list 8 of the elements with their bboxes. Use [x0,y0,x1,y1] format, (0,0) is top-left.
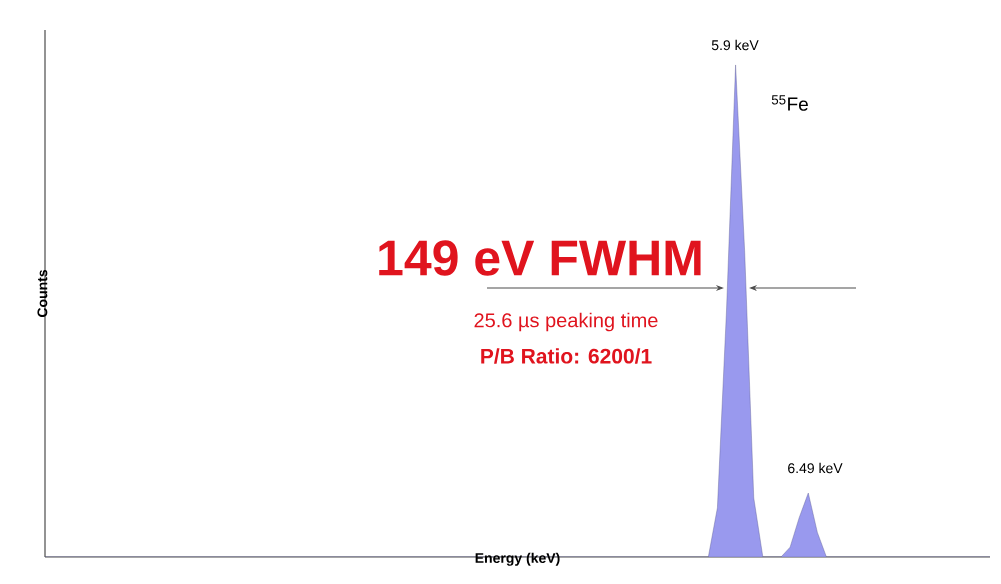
annotation: 6.49 keV [788,462,843,474]
x-axis-title: Energy (keV) [475,552,560,566]
annotation: 149 eV FWHM [379,240,701,276]
text: 5.9 keV [711,39,759,51]
annotation: $^{55}$Fe [771,95,808,111]
annotation: 25.6 µs peaking time [474,312,658,332]
annotation: P/B Ratio: 6200/1 [481,348,652,364]
y-axis-title: Counts [37,269,48,318]
